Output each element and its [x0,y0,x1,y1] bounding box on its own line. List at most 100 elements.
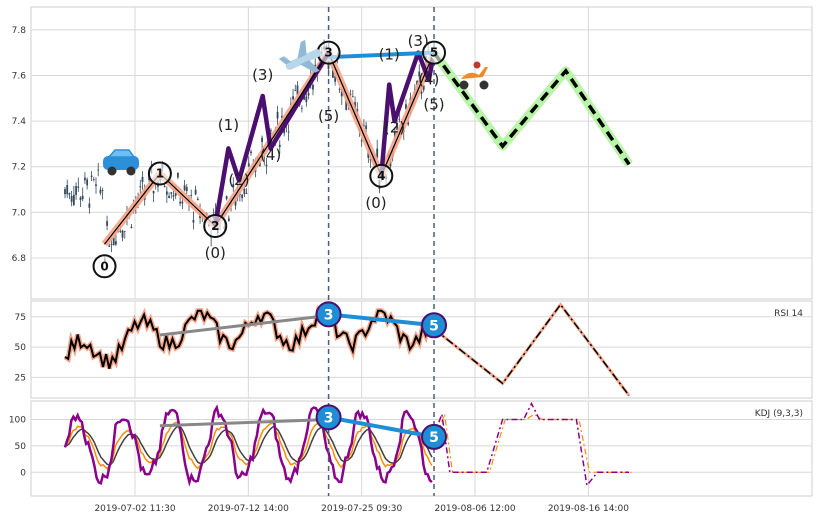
candle-body [349,94,352,96]
candle-body [95,184,97,186]
wave-point-label: 4 [377,169,385,183]
candle-body [86,179,89,186]
rsi-forecast-line [433,303,630,397]
wave-point-circle [203,214,228,238]
subwave-label: (1) [379,45,400,63]
wave-point-circle [147,161,172,186]
candle-body [418,71,421,77]
wave-point-label: 0 [100,259,108,273]
candle-body [119,230,122,232]
candle-body [130,226,133,229]
candle-body [163,185,166,188]
kdj-tick-label: 0 [20,468,26,478]
subwave-label: (1) [218,116,239,134]
candle-body [179,201,182,204]
subwave-label: (5) [423,96,444,114]
candle-body [243,188,246,195]
kdj-badge-line [328,415,435,439]
car-icon [103,149,139,176]
candle-body [278,144,281,148]
wave-point-label: 2 [211,219,219,233]
candle-body [106,221,108,226]
candle-body [75,186,77,195]
candle-body [276,111,279,119]
wave-point-circle [422,40,447,65]
candle-body [292,96,294,100]
candle-body [307,92,310,96]
x-tick-label: 2019-08-06 12:00 [434,504,515,514]
candle-body [301,107,303,109]
candle-body [283,128,286,134]
candle-body [363,125,365,127]
price-tick-label: 7.8 [12,26,27,36]
candle-body [232,183,235,188]
candle-body [245,193,248,194]
candle-body [407,122,410,125]
candle-body [152,190,155,194]
rsi-divergence-line [159,314,329,337]
candle-body [345,99,348,110]
candle-body [181,201,184,204]
candle-body [250,151,252,154]
wave-black-line [104,51,435,245]
subwave-label: (3) [252,66,273,84]
wave-point-circle [92,254,117,279]
candle-body [81,195,84,200]
rsi-tick-label: 50 [15,343,27,353]
candle-body [332,69,334,78]
candle-body [241,194,244,199]
candle-body [139,186,142,188]
candle-body [234,199,237,206]
rsi-badge-line [328,312,435,328]
kdj-badge-label: 5 [429,430,439,446]
x-tick-label: 2019-08-16 14:00 [548,504,629,514]
candle-body [376,148,379,158]
candle-body [296,85,299,96]
candle-body [405,104,407,109]
candle-body [265,164,268,167]
candle-body [334,75,337,82]
candle-body [305,96,308,103]
candle-body [172,195,175,197]
candle-body [365,125,368,129]
candle-body [92,179,95,181]
candle-body [84,177,86,181]
candle-body [88,203,91,208]
candle-body [398,118,401,120]
wave-point-circle [369,163,394,188]
price-tick-label: 7.4 [12,117,27,127]
candle-body [101,190,104,191]
candle-body [261,137,263,142]
candle-body [367,151,370,158]
price-tick-label: 7.0 [12,208,27,218]
candle-body [174,192,177,196]
candle-body [192,219,195,223]
kdj-tick-label: 50 [15,442,27,452]
candle-body [68,193,71,195]
rsi-panel [30,300,813,399]
candle-body [121,230,124,238]
candle-body [247,163,250,167]
scooter-icon [459,61,489,90]
candle-body [141,176,144,182]
x-tick-label: 2019-07-25 09:30 [321,504,402,514]
kdj-tick-label: 100 [9,415,26,425]
rsi-tick-label: 75 [15,313,26,323]
candle-body [79,197,82,200]
wave-point-label: 5 [430,46,438,60]
candle-body [287,131,290,133]
candle-body [338,89,341,90]
wave-blue-line [328,50,435,60]
candle-body [194,189,197,195]
candle-body [64,189,66,195]
candle-body [396,123,399,130]
candle-body [66,184,69,195]
wave-purple-line [379,50,437,176]
candle-body [115,241,117,245]
candle-body [112,237,115,245]
price-tick-label: 7.2 [12,163,26,173]
candle-body [281,115,283,119]
x-tick-label: 2019-07-12 14:00 [208,504,289,514]
candle-body [77,186,80,188]
